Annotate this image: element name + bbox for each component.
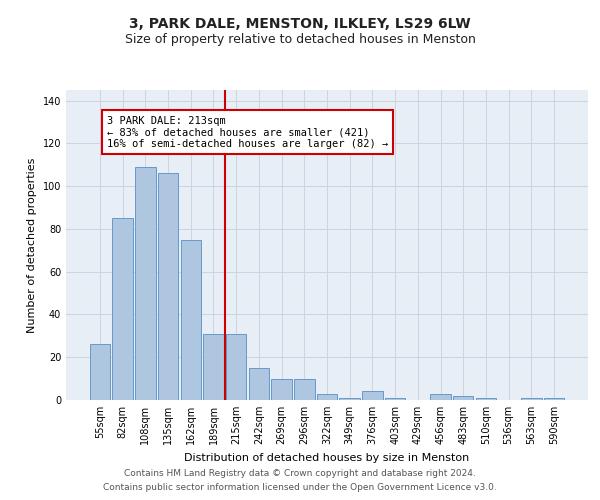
Bar xyxy=(203,334,224,400)
Bar xyxy=(135,167,155,400)
Bar xyxy=(340,398,360,400)
Text: Contains HM Land Registry data © Crown copyright and database right 2024.: Contains HM Land Registry data © Crown c… xyxy=(124,468,476,477)
Bar xyxy=(362,392,383,400)
Bar xyxy=(317,394,337,400)
Bar xyxy=(521,398,542,400)
Bar xyxy=(430,394,451,400)
Y-axis label: Number of detached properties: Number of detached properties xyxy=(27,158,37,332)
Bar xyxy=(181,240,201,400)
X-axis label: Distribution of detached houses by size in Menston: Distribution of detached houses by size … xyxy=(184,452,470,462)
Bar xyxy=(385,398,406,400)
Text: 3, PARK DALE, MENSTON, ILKLEY, LS29 6LW: 3, PARK DALE, MENSTON, ILKLEY, LS29 6LW xyxy=(129,18,471,32)
Bar xyxy=(271,378,292,400)
Bar xyxy=(90,344,110,400)
Text: Contains public sector information licensed under the Open Government Licence v3: Contains public sector information licen… xyxy=(103,484,497,492)
Text: Size of property relative to detached houses in Menston: Size of property relative to detached ho… xyxy=(125,32,475,46)
Bar xyxy=(294,378,314,400)
Bar xyxy=(544,398,564,400)
Text: 3 PARK DALE: 213sqm
← 83% of detached houses are smaller (421)
16% of semi-detac: 3 PARK DALE: 213sqm ← 83% of detached ho… xyxy=(107,116,388,149)
Bar xyxy=(248,368,269,400)
Bar xyxy=(226,334,247,400)
Bar xyxy=(476,398,496,400)
Bar xyxy=(453,396,473,400)
Bar xyxy=(112,218,133,400)
Bar xyxy=(158,174,178,400)
